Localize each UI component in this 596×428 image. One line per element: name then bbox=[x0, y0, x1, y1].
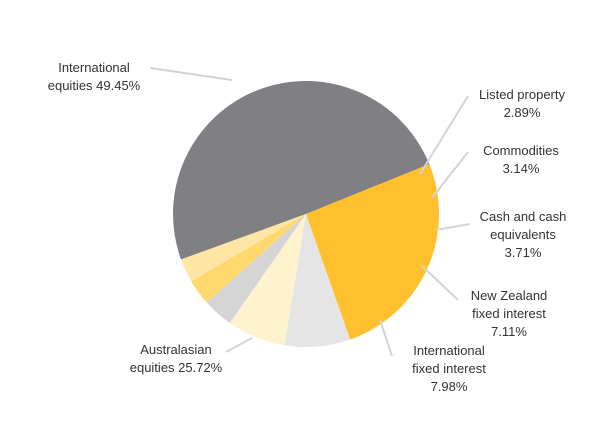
pie-slices bbox=[173, 81, 440, 347]
leader-line bbox=[379, 319, 393, 357]
slice-label: Commodities 3.14% bbox=[483, 143, 559, 176]
slice-label-line: 3.14% bbox=[503, 161, 540, 176]
slice-label-line: 3.71% bbox=[505, 245, 542, 260]
slice-label-line: Listed property bbox=[479, 87, 565, 102]
pie-slice-international-equities bbox=[173, 81, 430, 260]
pie-slice-new-zealand-fixed-interest bbox=[229, 214, 306, 346]
slice-label-line: 2.89% bbox=[504, 105, 541, 120]
leader-line bbox=[225, 337, 253, 353]
slice-label: International equities 49.45% bbox=[48, 60, 141, 93]
leader-line bbox=[421, 265, 459, 301]
pie-slice-international-fixed-interest bbox=[284, 214, 351, 347]
leader-lines bbox=[149, 67, 471, 357]
slice-labels: International equities 49.45% Listed prope… bbox=[48, 60, 567, 394]
pie-slice-cash-and-cash-equivalents bbox=[206, 214, 306, 324]
slice-label: Australasian equities 25.72% bbox=[130, 342, 223, 375]
slice-label-line: Australasian bbox=[140, 342, 212, 357]
leader-line bbox=[149, 67, 233, 81]
slice-label-line: equivalents bbox=[490, 227, 556, 242]
pie-slice-listed-property bbox=[181, 214, 306, 282]
pie-slice-commodities bbox=[191, 214, 306, 303]
slice-label-line: 7.11% bbox=[491, 324, 527, 339]
slice-label-line: equities 25.72% bbox=[130, 360, 223, 375]
slice-label-line: International bbox=[413, 343, 485, 358]
slice-label-line: 7.98% bbox=[431, 379, 468, 394]
slice-label-line: Cash and cash bbox=[480, 209, 567, 224]
leader-line bbox=[419, 95, 469, 175]
slice-label-line: equities 49.45% bbox=[48, 78, 141, 93]
slice-label-line: fixed interest bbox=[412, 361, 486, 376]
slice-label: New Zealand fixed interest 7.11% bbox=[471, 288, 548, 339]
slice-label-line: fixed interest bbox=[472, 306, 546, 321]
slice-label: International fixed interest 7.98% bbox=[412, 343, 486, 394]
slice-label-line: New Zealand bbox=[471, 288, 548, 303]
leader-line bbox=[435, 223, 471, 231]
slice-label-line: International bbox=[58, 60, 130, 75]
slice-label: Listed property 2.89% bbox=[479, 87, 565, 120]
slice-label-line: Commodities bbox=[483, 143, 559, 158]
slice-label: Cash and cash equivalents 3.71% bbox=[480, 209, 567, 260]
leader-line bbox=[431, 151, 469, 199]
pie-slice-australasian-equities bbox=[306, 164, 440, 340]
